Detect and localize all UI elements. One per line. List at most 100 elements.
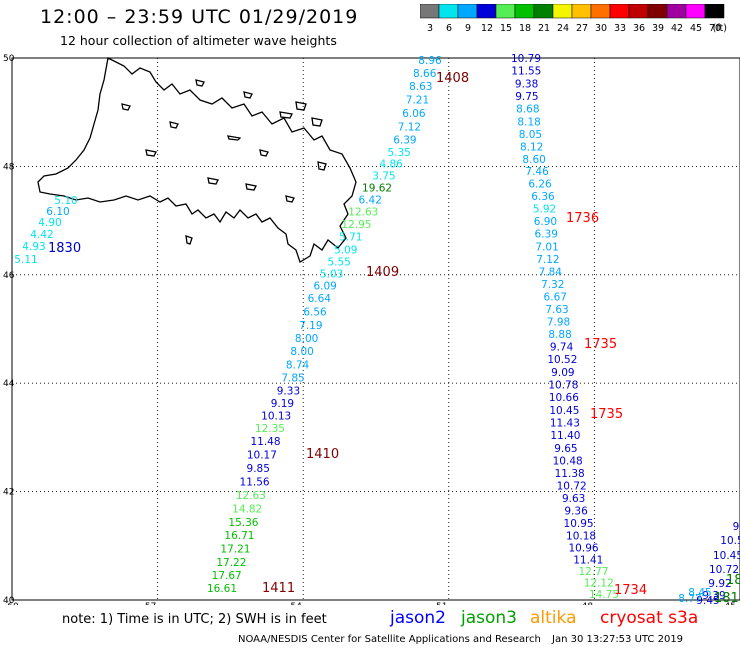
coastline-island [121, 103, 131, 111]
legend-label: 70 [709, 23, 721, 34]
legend-label: 3 [427, 23, 433, 34]
lat-tick-label: 44 [3, 379, 15, 389]
wave-height-label: 10.96 [569, 543, 599, 555]
satellite-jason2-label: jason2 [390, 608, 446, 628]
satellite-cryosat-label: cryosat s3a [600, 608, 699, 628]
wave-height-label: 10.72 [557, 480, 587, 492]
lat-tick-label: 46 [3, 271, 15, 281]
wave-height-label: 10.13 [261, 411, 291, 423]
pass-time-label: 1410 [306, 447, 339, 462]
legend-label: 12 [481, 23, 493, 34]
lat-lon-grid [11, 57, 740, 601]
coastline-main [37, 57, 357, 263]
wave-height-label: 5.71 [339, 231, 362, 243]
wave-height-label: 9.92 [708, 578, 731, 590]
wave-height-label: 10.79 [511, 53, 541, 65]
pass-time-label: 1411 [262, 581, 295, 596]
lat-tick-label: 50 [3, 54, 15, 64]
wave-height-label: 11.55 [511, 66, 541, 78]
wave-height-label: 7.32 [541, 279, 564, 291]
legend-label: 45 [690, 23, 702, 34]
wave-height-label: 7.84 [539, 266, 563, 278]
wave-height-label: 6.67 [544, 291, 567, 303]
pass-time-label: 1734 [614, 583, 647, 598]
wave-height-label: 10.18 [566, 530, 596, 542]
wave-height-label: 6.42 [359, 195, 382, 207]
wave-height-label: 11.43 [550, 418, 580, 430]
legend-label: 18 [519, 23, 531, 34]
legend-label: 36 [633, 23, 645, 34]
wave-height-label: 11.56 [240, 477, 270, 489]
wave-height-label: 11.38 [555, 468, 585, 480]
coastline-island [295, 101, 307, 111]
wave-height-label: 6.26 [528, 179, 552, 191]
lon-tick-label: -57 [142, 602, 157, 605]
wave-height-label: 6.06 [402, 108, 426, 120]
wave-height-label: 9.74 [550, 342, 574, 354]
legend-label: 21 [538, 23, 550, 34]
wave-height-label: 5.10 [54, 195, 77, 207]
wave-height-label: 17.21 [220, 543, 250, 555]
wave-height-label: 8.18 [517, 116, 540, 128]
pass-time-label: 181 [714, 591, 739, 605]
wave-height-label: 16.61 [207, 583, 237, 595]
lon-tick-label: -60 [4, 602, 19, 605]
footer-credit: NOAA/NESDIS Center for Satellite Applica… [238, 634, 541, 645]
legend-label: 33 [614, 23, 626, 34]
wave-height-label: 9.38 [515, 78, 538, 90]
legend-label: 42 [671, 23, 683, 34]
wave-height-label: 14.75 [589, 589, 619, 601]
wave-height-label: 9.85 [247, 463, 270, 475]
wave-height-label: 10.66 [549, 392, 579, 404]
wave-height-label: 6.10 [46, 206, 69, 218]
wave-height-label: 8.12 [520, 141, 543, 153]
lat-tick-label: 42 [3, 488, 14, 498]
wave-height-label: 12.63 [348, 207, 378, 219]
wave-height-label: 5.11 [14, 254, 37, 266]
coastline-island [245, 183, 257, 191]
wave-height-label: 8.88 [548, 329, 571, 341]
wave-height-label: 8.96 [418, 55, 442, 67]
wave-height-label: 9.09 [551, 367, 574, 379]
wave-height-label: 6.09 [313, 281, 336, 293]
altimeter-map: 8.968.668.637.216.067.126.395.354.863.75… [3, 53, 740, 605]
axis-tick-labels: -60 -57 -54 -51 -48 -45 50 48 46 44 42 40 [3, 54, 736, 605]
wave-height-label: 6.90 [534, 216, 557, 228]
legend-label: 15 [500, 23, 512, 34]
wave-height-label: 9.19 [271, 398, 294, 410]
legend-swatch [704, 4, 725, 19]
wave-height-label: 9 [733, 521, 740, 533]
wave-height-label: 7.01 [535, 241, 558, 253]
lon-tick-label: -45 [721, 602, 736, 605]
wave-height-label: 9.63 [562, 493, 585, 505]
legend-label: 9 [465, 23, 471, 34]
lon-tick-label: -54 [287, 602, 302, 605]
wave-height-label: 17.67 [212, 570, 242, 582]
pass-time-label: 1735 [590, 407, 623, 422]
wave-height-label: 10.72 [709, 564, 739, 576]
wave-height-label: 12.35 [255, 423, 285, 435]
wave-height-label: 7.12 [536, 254, 559, 266]
wave-height-label: 6.39 [393, 135, 416, 147]
wave-height-label: 6.56 [303, 307, 327, 319]
wave-height-label: 7.21 [406, 95, 429, 107]
wave-height-label: 5.09 [334, 244, 357, 256]
wave-height-label: 8.63 [409, 81, 432, 93]
wave-height-label: 12.77 [578, 566, 608, 578]
legend-unit: (ft) [713, 23, 727, 34]
color-legend: 3 6 9 12 15 18 21 24 27 30 33 36 39 42 45 70(ft) [420, 4, 727, 34]
wave-height-label: 8.05 [519, 129, 542, 141]
coastline-island [279, 111, 293, 119]
coastline-island [195, 79, 205, 87]
wave-height-label: 7.46 [525, 166, 549, 178]
coastline-island [145, 149, 157, 157]
wave-height-label: 9.65 [554, 443, 577, 455]
wave-height-label: 8.77 [678, 593, 701, 605]
wave-height-label: 10.45 [713, 550, 740, 562]
wave-height-label: 10.45 [549, 405, 579, 417]
wave-height-label: 8.60 [522, 154, 545, 166]
coastline-island [311, 117, 323, 127]
wave-height-label: 10.5 [720, 535, 740, 547]
wave-height-label: 8.66 [413, 68, 437, 80]
map-title: 12:00 – 23:59 UTC 01/29/2019 [40, 6, 359, 28]
